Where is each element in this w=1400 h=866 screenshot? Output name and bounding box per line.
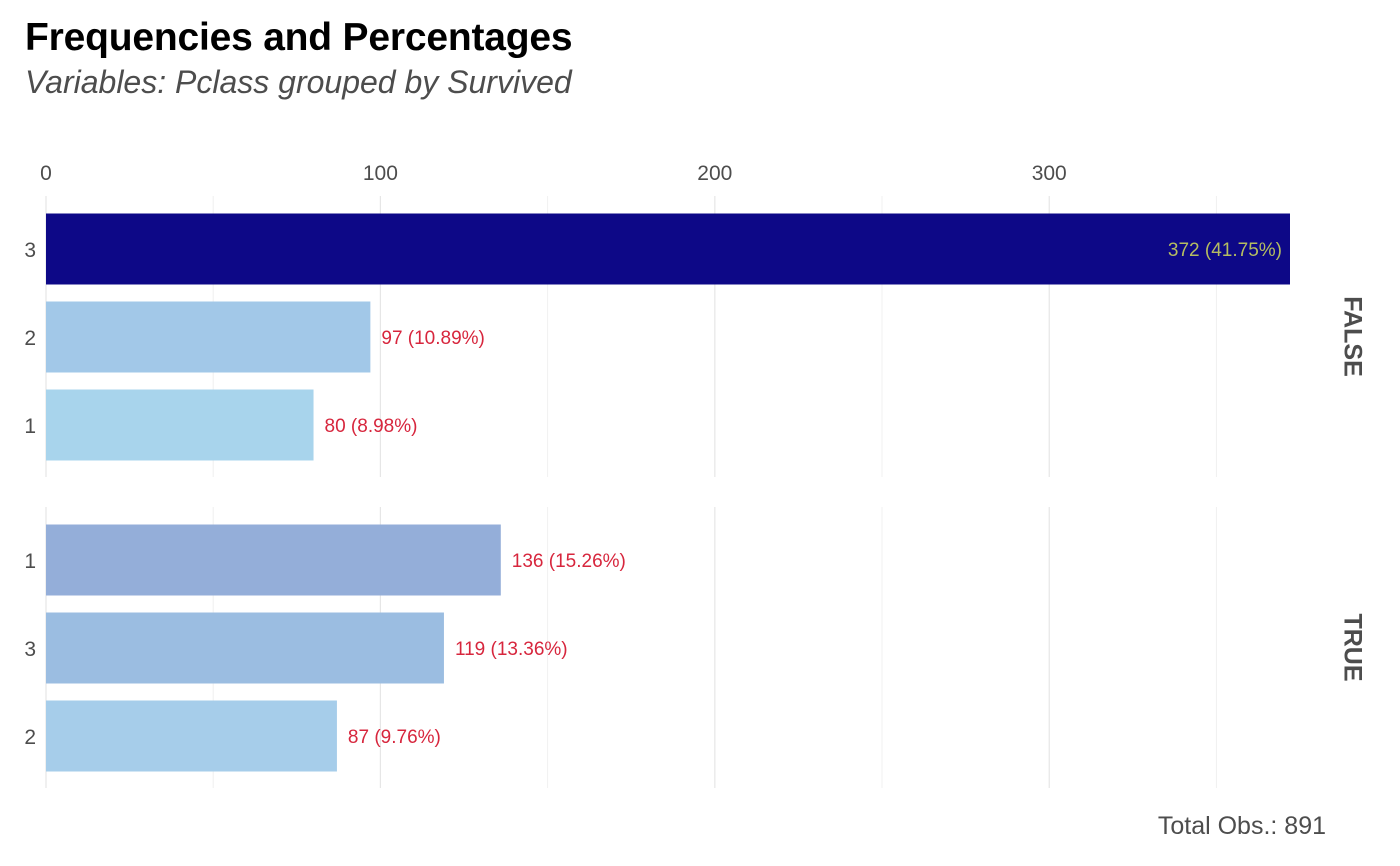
bar (46, 612, 444, 684)
bar (46, 301, 371, 373)
facet-strip-label: TRUE (1338, 613, 1366, 681)
bar-value-label: 87 (9.76%) (348, 727, 441, 748)
chart-subtitle: Variables: Pclass grouped by Survived (25, 64, 572, 100)
x-tick-label: 200 (697, 162, 732, 185)
y-tick-label: 2 (24, 726, 36, 749)
x-tick-label: 300 (1032, 162, 1067, 185)
bar-value-label: 136 (15.26%) (512, 551, 626, 572)
bar-value-label: 372 (41.75%) (1168, 240, 1282, 261)
y-tick-label: 3 (24, 638, 36, 661)
bar-value-label: 80 (8.98%) (325, 416, 418, 437)
total-obs-caption: Total Obs.: 891 (1157, 812, 1326, 840)
y-tick-label: 1 (24, 415, 36, 438)
chart-title: Frequencies and Percentages (25, 16, 573, 59)
y-tick-label: 1 (24, 550, 36, 573)
y-tick-label: 3 (24, 239, 36, 262)
x-tick-label: 100 (363, 162, 398, 185)
bar-value-label: 97 (10.89%) (381, 328, 485, 349)
bar (46, 700, 337, 772)
facet-strip-label: FALSE (1338, 296, 1366, 377)
x-tick-label: 0 (40, 162, 52, 185)
gridlines (45, 196, 1217, 788)
bar-value-label: 119 (13.36%) (455, 639, 568, 660)
bar (46, 389, 314, 461)
bar (46, 524, 501, 596)
bar (46, 213, 1290, 285)
y-tick-label: 2 (24, 327, 36, 350)
